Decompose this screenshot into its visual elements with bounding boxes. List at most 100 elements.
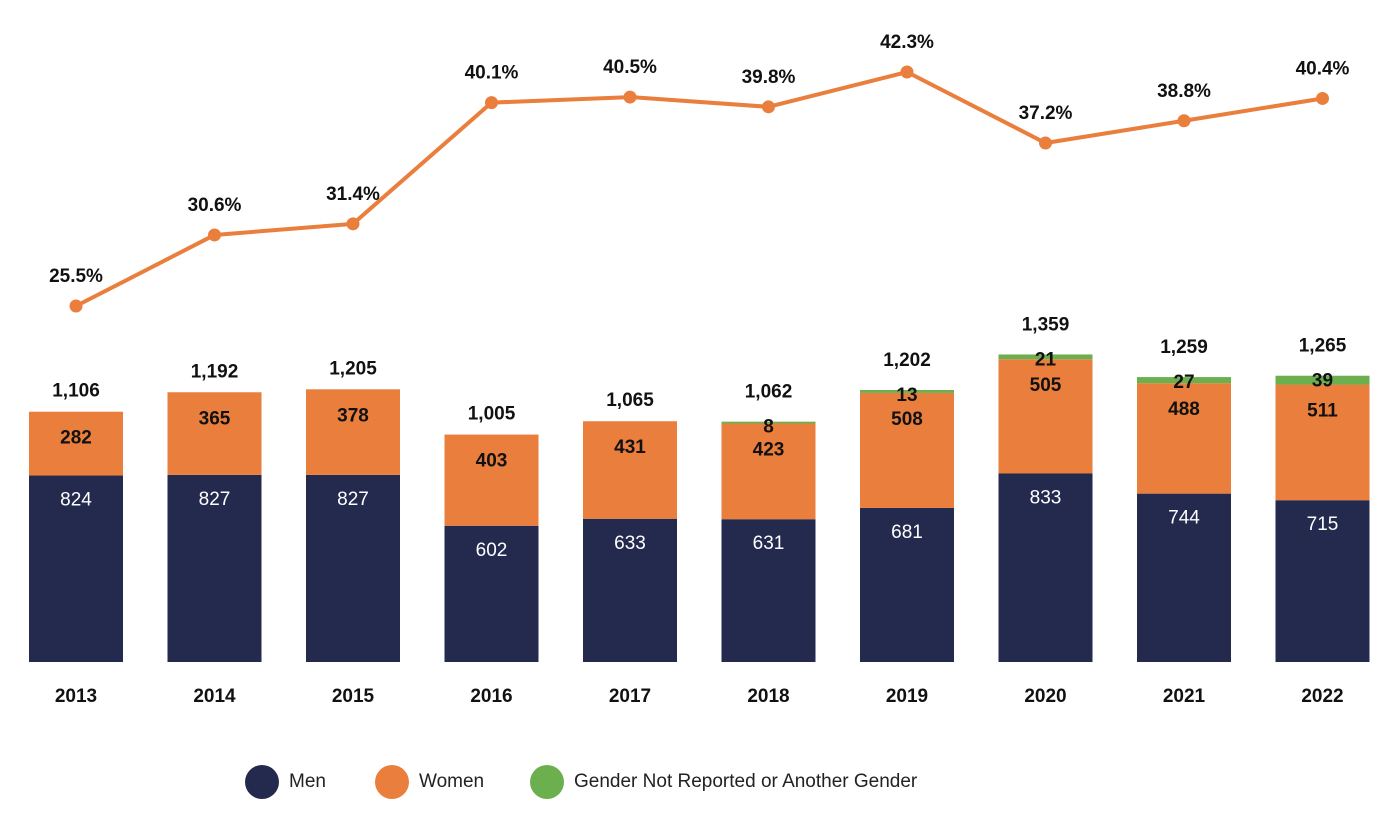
total-label-2018: 1,062 xyxy=(745,382,793,403)
data-label-men-2020: 833 xyxy=(1030,488,1062,509)
total-label-2013: 1,106 xyxy=(52,381,100,402)
percent-point-2013 xyxy=(69,299,83,313)
x-tick-label-2019: 2019 xyxy=(886,686,928,707)
data-label-women-2013: 282 xyxy=(60,428,92,449)
legend-item-men: Men xyxy=(245,764,326,800)
x-tick-label-2017: 2017 xyxy=(609,686,651,707)
data-label-men-2018: 631 xyxy=(753,533,785,554)
bar-men-2017 xyxy=(583,518,677,662)
bar-women-2017 xyxy=(583,421,677,519)
data-label-men-2016: 602 xyxy=(476,540,508,561)
bar-men-2015 xyxy=(306,474,400,662)
bar-women-2021 xyxy=(1137,383,1231,494)
data-label-not-reported-2019: 13 xyxy=(896,385,917,406)
percent-point-2016 xyxy=(485,96,498,110)
bar-men-2022 xyxy=(1275,500,1370,662)
percent-line xyxy=(75,70,1323,308)
legend-item-women: Women xyxy=(375,764,484,800)
percent-point-2017 xyxy=(623,90,637,104)
legend-swatch-men xyxy=(245,765,279,799)
data-label-not-reported-2022: 39 xyxy=(1312,371,1333,392)
total-label-2015: 1,205 xyxy=(329,358,377,379)
total-label-2017: 1,065 xyxy=(606,390,654,411)
bar-women-2019 xyxy=(860,392,954,508)
bar-men-2021 xyxy=(1137,493,1231,662)
legend-label-not-reported: Gender Not Reported or Another Gender xyxy=(574,771,918,792)
percent-label-2020: 37.2% xyxy=(1019,103,1073,124)
bar-men-2018 xyxy=(721,519,816,662)
x-tick-label-2018: 2018 xyxy=(747,686,789,707)
bar-women-2016 xyxy=(444,434,539,526)
data-label-not-reported-2018: 8 xyxy=(763,417,774,438)
bar-women-2018 xyxy=(721,423,816,520)
chart-svg: 8242821,10620138273651,19220148273781,20… xyxy=(29,32,1370,707)
data-label-women-2020: 505 xyxy=(1030,375,1062,396)
data-label-women-2016: 403 xyxy=(476,451,508,472)
bar-women-2020 xyxy=(998,359,1093,474)
bar-women-2014 xyxy=(167,392,262,475)
legend-swatch-not-reported xyxy=(530,765,564,799)
data-label-women-2017: 431 xyxy=(614,437,646,458)
percent-point-2018 xyxy=(762,100,775,114)
data-label-women-2015: 378 xyxy=(337,405,369,426)
percent-point-2021 xyxy=(1177,114,1191,128)
x-tick-label-2022: 2022 xyxy=(1301,686,1343,707)
percent-point-2015 xyxy=(346,217,360,231)
data-label-women-2014: 365 xyxy=(199,408,231,429)
total-label-2021: 1,259 xyxy=(1160,337,1208,358)
total-label-2014: 1,192 xyxy=(191,361,239,382)
percent-label-2017: 40.5% xyxy=(603,57,657,78)
x-tick-label-2013: 2013 xyxy=(55,686,97,707)
percent-point-2022 xyxy=(1316,91,1329,105)
bar-not-reported-2020 xyxy=(998,354,1093,360)
bar-women-2022 xyxy=(1275,384,1370,501)
bar-women-2015 xyxy=(306,389,400,475)
percent-label-2016: 40.1% xyxy=(465,63,519,84)
total-label-2016: 1,005 xyxy=(468,404,516,425)
percent-point-2019 xyxy=(900,65,914,79)
total-label-2020: 1,359 xyxy=(1022,314,1070,335)
data-label-not-reported-2021: 27 xyxy=(1173,372,1194,393)
x-tick-label-2020: 2020 xyxy=(1024,686,1066,707)
data-label-not-reported-2020: 21 xyxy=(1035,349,1057,370)
bar-not-reported-2018 xyxy=(721,421,816,424)
x-tick-label-2015: 2015 xyxy=(332,686,375,707)
x-tick-label-2014: 2014 xyxy=(193,686,236,707)
legend: Men Women Gender Not Reported or Another… xyxy=(0,764,1400,804)
data-label-men-2022: 715 xyxy=(1307,514,1339,535)
bar-men-2020 xyxy=(998,473,1093,662)
bar-not-reported-2021 xyxy=(1137,377,1231,384)
bar-not-reported-2019 xyxy=(860,389,954,393)
data-label-men-2021: 744 xyxy=(1168,508,1200,529)
percent-label-2018: 39.8% xyxy=(742,67,796,88)
data-label-women-2021: 488 xyxy=(1168,399,1200,420)
x-tick-label-2021: 2021 xyxy=(1163,686,1206,707)
total-label-2022: 1,265 xyxy=(1299,336,1347,357)
percent-label-2015: 31.4% xyxy=(326,184,380,205)
percent-label-2014: 30.6% xyxy=(188,195,242,216)
data-label-men-2015: 827 xyxy=(337,489,369,510)
legend-swatch-women xyxy=(375,765,409,799)
legend-label-women: Women xyxy=(419,771,485,792)
data-label-men-2014: 827 xyxy=(199,489,231,510)
x-tick-label-2016: 2016 xyxy=(470,686,512,707)
legend-label-men: Men xyxy=(289,771,326,792)
bar-not-reported-2022 xyxy=(1275,375,1370,385)
data-label-women-2018: 423 xyxy=(753,439,785,460)
bar-men-2016 xyxy=(444,525,539,662)
percent-label-2022: 40.4% xyxy=(1296,58,1350,79)
total-label-2019: 1,202 xyxy=(883,350,931,371)
legend-item-not-reported: Gender Not Reported or Another Gender xyxy=(530,764,917,800)
data-label-men-2017: 633 xyxy=(614,533,646,554)
data-label-men-2019: 681 xyxy=(891,522,923,543)
data-label-women-2022: 511 xyxy=(1307,401,1338,422)
percent-label-2013: 25.5% xyxy=(49,266,103,287)
percent-label-2021: 38.8% xyxy=(1157,81,1211,102)
data-label-men-2013: 824 xyxy=(60,490,92,511)
percent-point-2020 xyxy=(1039,136,1052,150)
percent-label-2019: 42.3% xyxy=(880,32,934,53)
bar-men-2013 xyxy=(29,475,123,662)
percent-point-2014 xyxy=(208,228,221,242)
bar-men-2014 xyxy=(167,474,262,662)
